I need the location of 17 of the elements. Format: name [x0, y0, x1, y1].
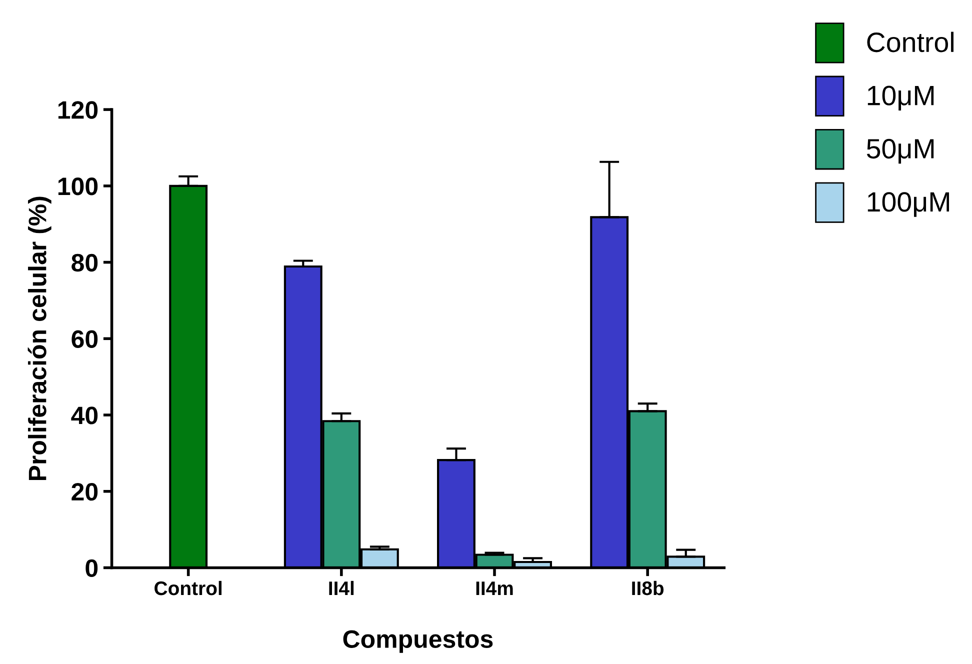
y-tick-label: 60	[72, 330, 98, 348]
legend-label: 100μM	[868, 192, 950, 217]
y-tick-label: 80	[72, 254, 98, 272]
x-tick-label: II8b	[632, 580, 664, 596]
x-tick-label: II4l	[329, 580, 354, 596]
y-tick-label: 100	[58, 178, 98, 196]
x-axis-title: Compuestos	[343, 630, 493, 653]
y-tick-label: 0	[86, 559, 98, 578]
legend-label: Control	[867, 32, 954, 52]
x-tick-label: Control	[154, 580, 222, 596]
y-tick-label: 120	[58, 101, 98, 119]
legend-label: 50μM	[866, 138, 934, 164]
y-tick-label: 40	[71, 406, 98, 424]
y-axis-title: Proliferación celular (%)	[28, 196, 52, 480]
y-tick-label: 20	[72, 482, 98, 501]
legend-label: 10μM	[868, 86, 934, 110]
x-tick-label: II4m	[476, 582, 513, 596]
